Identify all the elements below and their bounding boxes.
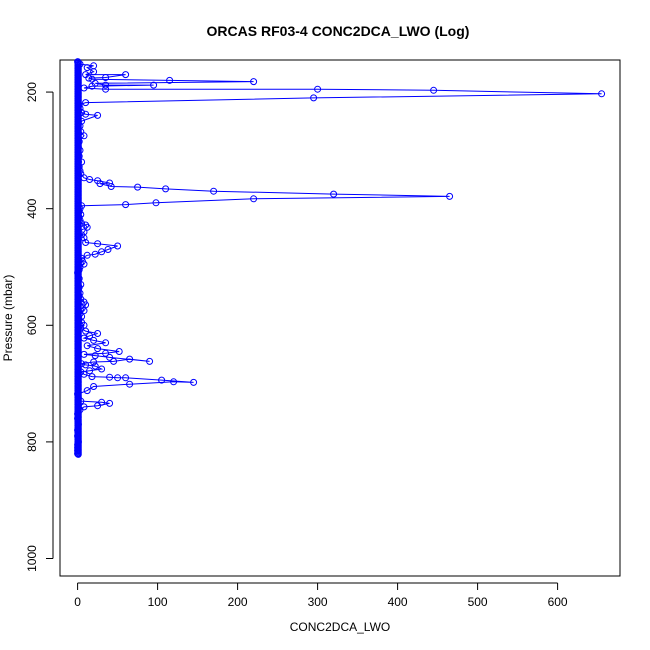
data-point: [91, 362, 99, 370]
data-point: [122, 201, 130, 209]
x-tick-label: 500: [468, 595, 488, 609]
data-point: [152, 199, 160, 207]
data-point: [90, 383, 98, 390]
data-point: [110, 357, 118, 365]
data-point: [86, 332, 94, 340]
data-point: [126, 380, 134, 388]
data-point: [82, 361, 90, 369]
data-point: [314, 85, 322, 93]
data-point: [106, 353, 114, 361]
data-point: [90, 336, 98, 344]
data-point: [94, 240, 102, 248]
data-point: [102, 339, 110, 347]
data-point: [210, 187, 218, 195]
data-point: [114, 374, 122, 382]
data-point: [166, 76, 174, 84]
data-point: [122, 374, 130, 382]
data-point: [91, 352, 99, 360]
data-point: [83, 251, 91, 259]
data-point: [162, 185, 170, 193]
data-point: [98, 248, 106, 256]
x-tick-label: 600: [548, 595, 568, 609]
data-point: [114, 242, 122, 250]
data-point: [98, 365, 106, 373]
data-point: [158, 376, 166, 384]
y-tick-label: 1000: [25, 545, 39, 572]
x-tick-label: 200: [228, 595, 248, 609]
data-point: [88, 373, 96, 381]
y-axis: 200 400 600 800 1000: [25, 82, 54, 572]
data-point: [90, 62, 98, 70]
x-tick-label: 0: [74, 595, 81, 609]
data-point: [88, 75, 96, 83]
data-point: [82, 99, 90, 107]
data-point: [98, 398, 106, 406]
data-point: [430, 86, 438, 94]
chart-title: ORCAS RF03-4 CONC2DCA_LWO (Log): [207, 23, 470, 39]
data-point: [102, 81, 110, 89]
x-tick-label: 100: [148, 595, 168, 609]
data-point: [82, 221, 90, 229]
data-point: [170, 378, 178, 386]
data-point: [250, 195, 258, 203]
data-point: [82, 71, 90, 79]
series-line: [77, 61, 602, 454]
y-tick-label: 800: [25, 432, 39, 452]
data-point: [598, 90, 606, 98]
data-point: [250, 78, 258, 86]
y-tick-label: 400: [25, 198, 39, 218]
data-point: [190, 378, 198, 386]
data-point: [102, 74, 110, 81]
data-point: [107, 183, 115, 190]
data-point: [94, 330, 102, 337]
x-axis-label: CONC2DCA_LWO: [290, 620, 390, 634]
data-point: [94, 177, 102, 185]
data-point: [106, 179, 114, 187]
data-point: [126, 355, 134, 363]
x-axis: 0 100 200 300 400 500 600: [74, 582, 568, 609]
data-point: [82, 239, 90, 246]
data-point: [134, 183, 142, 191]
data-point: [106, 373, 114, 381]
data-point: [446, 192, 454, 200]
data-point: [106, 399, 114, 407]
data-point: [90, 358, 98, 366]
data-point: [94, 345, 102, 353]
data-point: [74, 450, 82, 458]
data-point: [94, 402, 102, 410]
plot-frame: [59, 59, 621, 577]
data-point: [83, 387, 91, 395]
data-point: [91, 250, 99, 258]
data-point: [104, 246, 112, 253]
y-axis-label: Pressure (mbar): [1, 275, 15, 362]
data-point: [83, 64, 91, 72]
y-tick-label: 200: [25, 82, 39, 102]
data-point: [146, 357, 154, 365]
data-point: [115, 348, 123, 355]
data-point: [150, 81, 158, 89]
x-tick-label: 400: [388, 595, 408, 609]
series-layer: [74, 58, 606, 458]
data-point: [94, 111, 102, 119]
data-point: [82, 110, 90, 118]
data-point: [122, 71, 130, 79]
y-tick-label: 600: [25, 315, 39, 335]
data-point: [310, 94, 318, 102]
data-point: [102, 349, 110, 357]
x-tick-label: 300: [308, 595, 328, 609]
data-point: [86, 367, 94, 375]
data-point: [330, 190, 338, 198]
data-point: [102, 85, 110, 93]
data-point: [83, 342, 91, 350]
